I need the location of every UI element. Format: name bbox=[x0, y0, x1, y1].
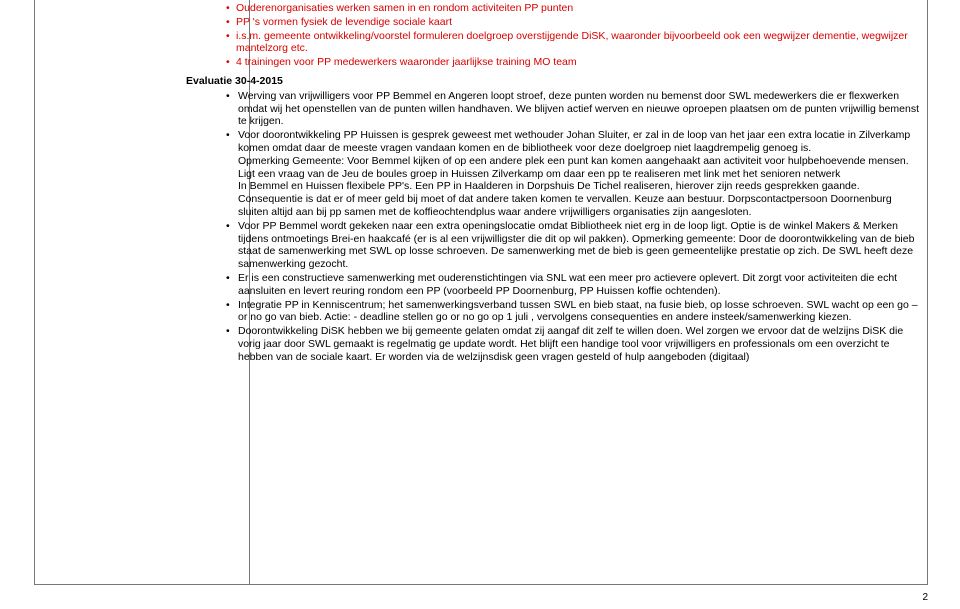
eval-item: Voor doorontwikkeling PP Huissen is gesp… bbox=[238, 129, 922, 219]
eval-text: Er is een constructieve samenwerking met… bbox=[238, 272, 897, 297]
eval-text: Doorontwikkeling DiSK hebben we bij geme… bbox=[238, 325, 903, 363]
bullet-text: i.s.m. gemeente ontwikkeling/voorstel fo… bbox=[236, 30, 908, 55]
eval-item: Doorontwikkeling DiSK hebben we bij geme… bbox=[238, 325, 922, 363]
eval-item: Integratie PP in Kenniscentrum; het same… bbox=[238, 299, 922, 325]
evaluation-list: Werving van vrijwilligers voor PP Bemmel… bbox=[222, 90, 922, 364]
bullet-item: Ouderenorganisaties werken samen in en r… bbox=[236, 2, 922, 15]
eval-text: Voor PP Bemmel wordt gekeken naar een ex… bbox=[238, 220, 914, 270]
eval-text: Voor doorontwikkeling PP Huissen is gesp… bbox=[238, 129, 910, 154]
bullet-item: 4 trainingen voor PP medewerkers waarond… bbox=[236, 56, 922, 69]
eval-text: Integratie PP in Kenniscentrum; het same… bbox=[238, 299, 918, 324]
document-page: Ouderenorganisaties werken samen in en r… bbox=[0, 0, 960, 609]
eval-item: Er is een constructieve samenwerking met… bbox=[238, 272, 922, 298]
eval-item: Voor PP Bemmel wordt gekeken naar een ex… bbox=[238, 220, 922, 271]
eval-item: Werving van vrijwilligers voor PP Bemmel… bbox=[238, 90, 922, 128]
evaluation-heading: Evaluatie 30-4-2015 bbox=[186, 75, 922, 88]
bullet-item: i.s.m. gemeente ontwikkeling/voorstel fo… bbox=[236, 30, 922, 56]
top-bullet-list: Ouderenorganisaties werken samen in en r… bbox=[222, 2, 922, 69]
bullet-text: 4 trainingen voor PP medewerkers waarond… bbox=[236, 56, 577, 68]
bullet-text: Ouderenorganisaties werken samen in en r… bbox=[236, 2, 573, 14]
eval-extra: In Bemmel en Huissen flexibele PP's. Een… bbox=[238, 180, 922, 218]
page-number: 2 bbox=[922, 592, 928, 603]
eval-text: Werving van vrijwilligers voor PP Bemmel… bbox=[238, 90, 919, 128]
eval-extra: Opmerking Gemeente: Voor Bemmel kijken o… bbox=[238, 155, 922, 181]
bullet-item: PP 's vormen fysiek de levendige sociale… bbox=[236, 16, 922, 29]
bullet-text: PP 's vormen fysiek de levendige sociale… bbox=[236, 16, 452, 28]
main-content-area: Ouderenorganisaties werken samen in en r… bbox=[222, 2, 922, 365]
